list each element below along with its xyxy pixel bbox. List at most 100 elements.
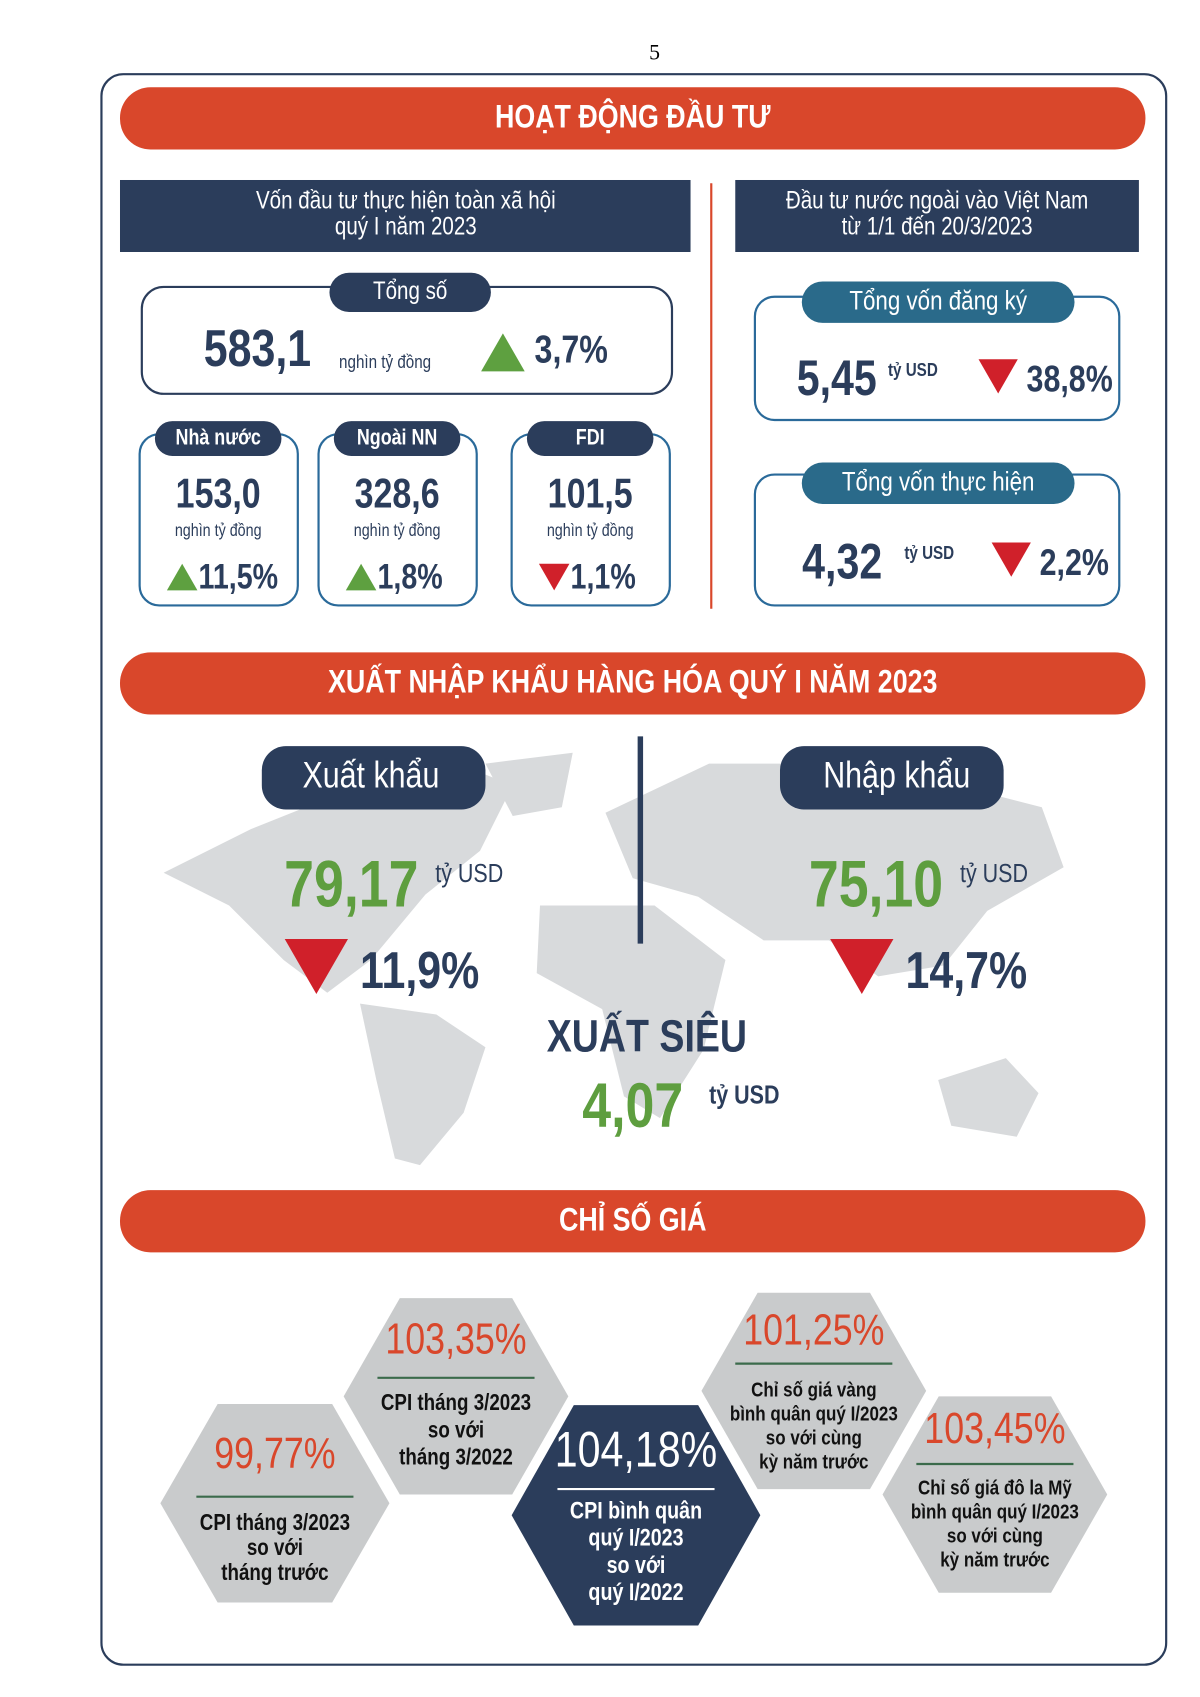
component-label: Nhà nước — [176, 426, 261, 450]
index-value: 103,45% — [924, 1405, 1065, 1453]
surplus-label: XUẤT SIÊU — [547, 1009, 747, 1061]
fdi-label: Tổng vốn đăng ký — [849, 285, 1027, 316]
up-arrow — [481, 333, 525, 372]
index-value: 103,35% — [385, 1315, 526, 1363]
index-caption: Chỉ số giá đô la Mỹ — [918, 1477, 1072, 1500]
index-caption: so với — [607, 1551, 666, 1578]
world-map — [536, 905, 726, 1119]
index-caption: bình quân quý I/2023 — [911, 1501, 1079, 1524]
world-map — [485, 752, 573, 816]
heading-box — [119, 179, 691, 252]
change: 11,5% — [199, 557, 279, 596]
index-caption: so với — [247, 1535, 303, 1560]
trade-value: 75,10 — [809, 847, 943, 920]
component-label: Ngoài NN — [357, 426, 437, 450]
index-caption: bình quân quý I/2023 — [730, 1403, 898, 1426]
surplus-value: 4,07 — [582, 1071, 683, 1141]
down-arrow — [830, 939, 894, 995]
down-arrow — [538, 563, 570, 591]
heading-line: Vốn đầu tư thực hiện toàn xã hội — [256, 185, 556, 213]
index-caption: tháng 3/2022 — [399, 1445, 513, 1470]
unit: nghìn tỷ đồng — [547, 522, 634, 541]
world-map — [359, 1003, 486, 1166]
change: 1,8% — [377, 557, 442, 596]
label-pill — [329, 272, 491, 312]
label-pill — [261, 746, 486, 810]
section-banner — [119, 87, 1146, 150]
trade-value: 79,17 — [284, 847, 418, 920]
section-title: HOẠT ĐỘNG ĐẦU TƯ — [495, 98, 771, 135]
index-caption: tháng trước — [221, 1561, 329, 1586]
section-title: XUẤT NHẬP KHẨU HÀNG HÓA QUÝ I NĂM 2023 — [328, 663, 937, 700]
index-caption: CPI tháng 3/2023 — [381, 1390, 531, 1415]
index-caption: so với cùng — [947, 1525, 1043, 1548]
total-label: Tổng số — [373, 276, 448, 304]
change: 38,8% — [1027, 359, 1113, 401]
section-banner — [119, 1190, 1146, 1253]
section-title: CHỈ SỐ GIÁ — [559, 1201, 707, 1238]
component-value: 328,6 — [355, 471, 440, 517]
label-pill — [801, 462, 1075, 504]
index-caption: kỳ năm trước — [759, 1451, 868, 1474]
unit: tỷ USD — [904, 543, 954, 564]
index-value: 104,18% — [555, 1420, 717, 1477]
hexagon — [343, 1298, 569, 1495]
unit: tỷ USD — [960, 859, 1028, 889]
up-arrow — [345, 563, 377, 591]
page-border — [100, 73, 1168, 1666]
total-value: 583,1 — [204, 320, 311, 378]
change: 2,2% — [1040, 542, 1109, 584]
index-caption: CPI tháng 3/2023 — [200, 1510, 350, 1535]
content: 5 HOẠT ĐỘNG ĐẦU TƯ Vốn đầu tư thực hiện to… — [100, 41, 1168, 1666]
change: 11,9% — [360, 942, 479, 1000]
heading-line: từ 1/1 đến 20/3/2023 — [842, 212, 1033, 240]
label-pill — [526, 421, 654, 456]
index-caption: kỳ năm trước — [940, 1549, 1049, 1572]
world-map — [605, 763, 1064, 977]
index-caption: Chỉ số giá vàng — [751, 1379, 876, 1402]
label-pill — [779, 746, 1004, 810]
trade-label: Xuất khẩu — [302, 755, 439, 797]
world-map — [163, 763, 513, 993]
page-number: 5 — [649, 41, 660, 65]
unit: tỷ USD — [709, 1080, 779, 1110]
heading-line: Đầu tư nước ngoài vào Việt Nam — [786, 185, 1088, 213]
index-value: 99,77% — [214, 1430, 335, 1478]
change: 1,1% — [571, 557, 636, 596]
index-caption: CPI bình quân — [570, 1496, 702, 1523]
heading-line: quý I năm 2023 — [335, 212, 477, 240]
hexagon — [511, 1405, 761, 1626]
up-arrow — [166, 563, 198, 591]
fdi-value: 4,32 — [802, 532, 882, 589]
change: 3,7% — [535, 327, 608, 372]
change: 14,7% — [905, 942, 1027, 1000]
component-value: 101,5 — [548, 471, 633, 517]
down-arrow — [284, 939, 348, 995]
trade-label: Nhập khẩu — [823, 755, 970, 797]
hexagon — [160, 1403, 390, 1603]
label-pill — [333, 421, 461, 456]
fdi-value: 5,45 — [797, 349, 877, 406]
unit: tỷ USD — [435, 859, 503, 889]
index-caption: so với cùng — [766, 1427, 862, 1450]
unit: tỷ USD — [888, 359, 938, 380]
down-arrow — [991, 542, 1031, 577]
hexagon — [882, 1396, 1108, 1593]
index-caption: so với — [428, 1418, 484, 1443]
unit: nghìn tỷ đồng — [339, 352, 431, 373]
component-value: 153,0 — [176, 471, 261, 517]
label-pill — [801, 281, 1075, 323]
label-pill — [154, 421, 282, 456]
section-banner — [119, 652, 1146, 715]
hexagon — [701, 1292, 927, 1490]
unit: nghìn tỷ đồng — [354, 522, 441, 541]
index-caption: quý I/2023 — [588, 1524, 683, 1551]
fdi-label: Tổng vốn thực hiện — [842, 466, 1035, 497]
index-caption: quý I/2022 — [588, 1578, 683, 1605]
down-arrow — [978, 359, 1018, 394]
component-label: FDI — [576, 426, 605, 450]
index-value: 101,25% — [743, 1306, 884, 1354]
unit: nghìn tỷ đồng — [175, 522, 262, 541]
